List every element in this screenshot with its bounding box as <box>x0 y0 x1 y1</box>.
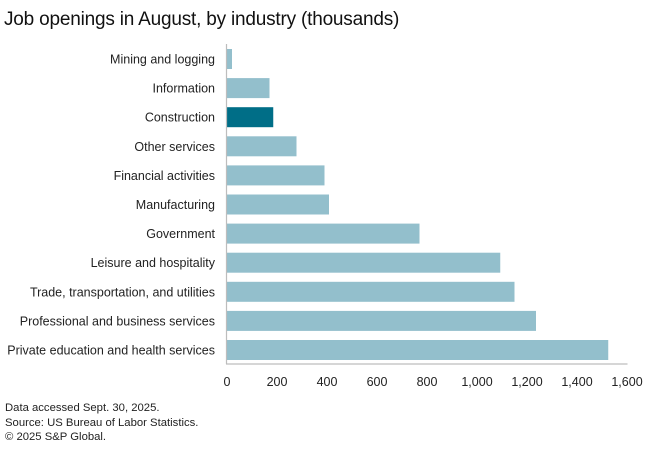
bar-construction <box>227 107 274 128</box>
bar-information <box>227 78 270 99</box>
x-tick-label: 1,400 <box>561 375 592 389</box>
category-label-construction: Construction <box>145 111 215 125</box>
x-tick-label: 0 <box>224 375 231 389</box>
bar-other-services <box>227 136 297 157</box>
category-label-leisure-and-hospitality: Leisure and hospitality <box>91 256 216 270</box>
category-label-manufacturing: Manufacturing <box>136 198 215 212</box>
x-tick-label: 200 <box>267 375 288 389</box>
category-label-trade-transportation-and-utilities: Trade, transportation, and utilities <box>30 285 215 299</box>
bar-mining-and-logging <box>227 49 232 69</box>
data-accessed-note: Data accessed Sept. 30, 2025. <box>5 402 160 414</box>
category-label-financial-activities: Financial activities <box>114 169 215 183</box>
bar-financial-activities <box>227 165 325 186</box>
x-tick-label: 1,200 <box>511 375 542 389</box>
source-note: Source: US Bureau of Labor Statistics. <box>5 416 199 429</box>
bar-leisure-and-hospitality <box>227 252 501 273</box>
bar-trade-transportation-and-utilities <box>227 281 515 302</box>
x-tick-label: 1,000 <box>461 375 492 389</box>
chart-title: Job openings in August, by industry (tho… <box>4 9 400 30</box>
category-labels: Mining and logging Information Constructio… <box>7 53 216 358</box>
bars-group <box>227 49 609 360</box>
bar-professional-and-business-services <box>227 310 536 331</box>
x-tick-label: 600 <box>367 375 388 389</box>
category-label-professional-and-business-services: Professional and business services <box>20 314 215 328</box>
bar-government <box>227 223 420 244</box>
x-tick-labels: 0 200 400 600 800 1,000 1,200 1,400 1,600 <box>224 375 643 389</box>
x-tick-label: 400 <box>317 375 338 389</box>
x-tick-label: 800 <box>417 375 438 389</box>
category-label-government: Government <box>146 227 215 241</box>
category-label-information: Information <box>152 82 215 96</box>
copyright-note: © 2025 S&P Global. <box>5 431 107 443</box>
category-label-mining-and-logging: Mining and logging <box>110 53 215 67</box>
x-tick-label: 1,600 <box>611 375 642 389</box>
category-label-other-services: Other services <box>134 140 215 154</box>
bar-private-education-and-health-services <box>227 340 609 360</box>
footer-notes: Data accessed Sept. 30, 2025. Source: US… <box>5 401 198 445</box>
category-label-private-education-and-health-services: Private education and health services <box>7 344 215 358</box>
bar-manufacturing <box>227 194 329 215</box>
